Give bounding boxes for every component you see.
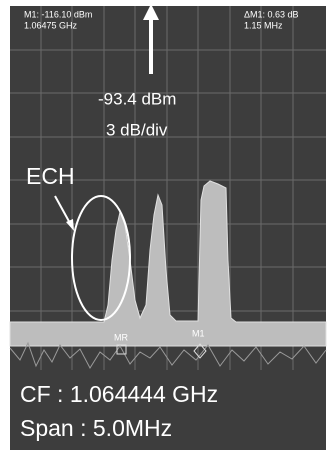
ech-label: ECH bbox=[26, 163, 75, 189]
marker-label: MR bbox=[114, 332, 128, 342]
center-frequency: CF : 1.064444 GHz bbox=[20, 381, 218, 407]
span: Span : 5.0MHz bbox=[20, 415, 172, 441]
reference-level: -93.4 dBm bbox=[98, 89, 176, 108]
marker-label: M1 bbox=[192, 328, 205, 338]
delta-frequency: 1.15 MHz bbox=[244, 20, 283, 30]
scale: 3 dB/div bbox=[106, 120, 168, 139]
delta-level: ΔM1: 0.63 dB bbox=[244, 9, 299, 19]
analyzer-screenshot: M1: -116.10 dBm 1.06475 GHz ΔM1: 0.63 dB… bbox=[0, 0, 330, 455]
marker-frequency: 1.06475 GHz bbox=[24, 20, 78, 30]
marker-level: M1: -116.10 dBm bbox=[24, 9, 92, 19]
